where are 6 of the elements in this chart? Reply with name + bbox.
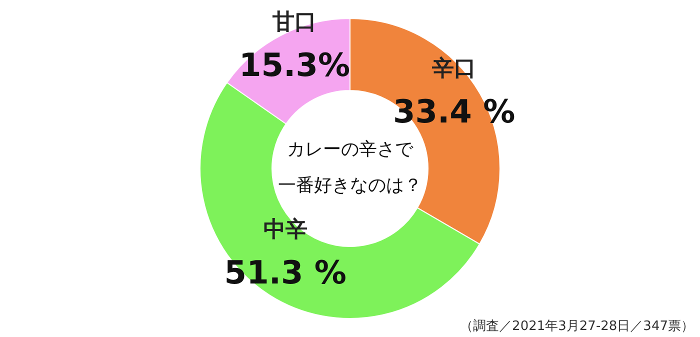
text: （調査／2021年3月27-28日／347票） [460,319,694,334]
text: カレーの辛さで [287,139,414,160]
slice-label: 甘口 [272,10,317,36]
slice-label: 中辛 [263,216,308,243]
text: 一番好きなのは？ [278,175,422,196]
data-label: 15.3% [239,46,350,84]
